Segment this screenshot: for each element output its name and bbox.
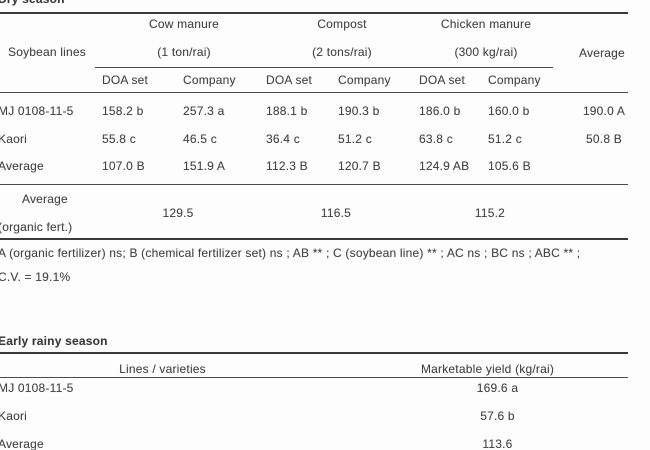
- organic-average-label-line2: (organic fert.): [0, 220, 73, 234]
- cell: 186.0 b: [419, 104, 461, 118]
- cell: 36.4 c: [266, 132, 300, 146]
- sub-header-company-2: Company: [338, 73, 391, 87]
- cell: 124.9 AB: [419, 159, 470, 173]
- group-rate-cow-manure: (1 ton/rai): [157, 45, 211, 59]
- cv-footnote: C.V. = 19.1%: [0, 270, 71, 284]
- cell-yield: 169.6 a: [476, 381, 519, 395]
- cell: 107.0 B: [102, 159, 145, 173]
- column-header-soybean-lines: Soybean lines: [8, 45, 86, 59]
- row-label: Average: [0, 437, 44, 450]
- table-top-rule: [0, 12, 628, 14]
- header-bottom-rule: [0, 92, 628, 93]
- cell: 105.6 B: [488, 159, 531, 173]
- row-label: MJ 0108-11-5: [0, 104, 74, 118]
- cell: 112.3 B: [266, 159, 308, 173]
- cell: 46.5 c: [183, 132, 217, 146]
- group-header-compost: Compost: [317, 17, 367, 31]
- sub-header-doa-1: DOA set: [102, 73, 149, 87]
- cell-average: 50.8 B: [586, 132, 622, 146]
- statistics-footnote: A (organic fertilizer) ns; B (chemical f…: [0, 246, 581, 260]
- cell: 151.9 A: [183, 159, 226, 173]
- section-title-dry-season: Dry season: [0, 0, 65, 6]
- table2-header-lines: Lines / varieties: [119, 362, 206, 376]
- row-label: Average: [0, 159, 44, 173]
- section-title-early-rainy-season: Early rainy season: [0, 334, 108, 348]
- cell: 51.2 c: [488, 132, 522, 146]
- body-rule: [0, 184, 628, 185]
- table2-header-yield: Marketable yield (kg/rai): [420, 362, 555, 376]
- group-span-rule: [95, 67, 553, 68]
- cell: 188.1 b: [266, 104, 308, 118]
- table2-top-rule: [0, 352, 628, 354]
- group-header-chicken-manure: Chicken manure: [440, 17, 532, 31]
- sub-header-doa-2: DOA set: [266, 73, 313, 87]
- cell: 257.3 a: [183, 104, 225, 118]
- cell-yield: 57.6 b: [480, 409, 515, 423]
- organic-average-cow: 129.5: [162, 206, 194, 220]
- column-header-average: Average: [579, 46, 625, 60]
- cell-average: 190.0 A: [582, 104, 626, 118]
- row-label: MJ 0108-11-5: [0, 381, 74, 395]
- cell: 120.7 B: [338, 159, 381, 173]
- sub-header-company-3: Company: [488, 73, 541, 87]
- row-label: Kaori: [0, 409, 28, 423]
- organic-average-chicken: 115.2: [474, 206, 506, 220]
- cell: 160.0 b: [488, 104, 530, 118]
- table-bottom-rule: [0, 238, 628, 240]
- cell: 55.8 c: [102, 132, 136, 146]
- table2-header-rule: [0, 377, 628, 378]
- organic-average-label-line1: Average: [22, 192, 68, 206]
- sub-header-doa-3: DOA set: [419, 73, 466, 87]
- organic-average-compost: 116.5: [320, 206, 352, 220]
- cell: 51.2 c: [338, 132, 372, 146]
- cell: 63.8 c: [419, 132, 453, 146]
- group-header-cow-manure: Cow manure: [148, 17, 220, 31]
- group-rate-compost: (2 tons/rai): [312, 45, 372, 59]
- group-rate-chicken-manure: (300 kg/rai): [454, 45, 518, 59]
- cell: 190.3 b: [338, 104, 380, 118]
- cell: 158.2 b: [102, 104, 144, 118]
- cell-yield: 113.6: [482, 437, 513, 450]
- row-label: Kaori: [0, 132, 28, 146]
- sub-header-company-1: Company: [183, 73, 236, 87]
